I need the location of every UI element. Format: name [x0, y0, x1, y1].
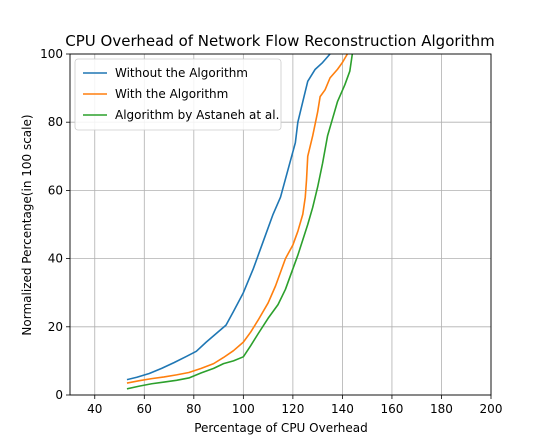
x-tick-label: 160 — [380, 402, 403, 416]
legend-entry: With the Algorithm — [115, 87, 228, 101]
plot-border — [69, 53, 492, 396]
y-tick-label: 0 — [55, 388, 63, 402]
chart-title: CPU Overhead of Network Flow Reconstruct… — [65, 32, 494, 50]
legend-entry: Algorithm by Astaneh at al. — [115, 108, 279, 122]
series-layer — [126, 53, 354, 390]
legend: Without the Algorithm With the Algorithm A… — [74, 58, 282, 131]
x-tick-label: 100 — [232, 402, 255, 416]
axes: 40 60 80 100 120 140 160 180 200 0 20 40 60 80 100 — [40, 47, 502, 416]
x-tick-label: 120 — [281, 402, 304, 416]
y-axis-label: Normalized Percentage(in 100 scale) — [20, 114, 34, 335]
series-line-2 — [126, 53, 349, 384]
x-tick-label: 200 — [480, 402, 503, 416]
series-line-3 — [126, 53, 354, 390]
x-tick-label: 80 — [186, 402, 201, 416]
x-tick-label: 40 — [87, 402, 102, 416]
y-tick-label: 100 — [40, 47, 63, 61]
y-tick-label: 60 — [48, 183, 63, 197]
x-tick-label: 180 — [430, 402, 453, 416]
y-tick-label: 20 — [48, 320, 63, 334]
y-tick-label: 40 — [48, 252, 63, 266]
legend-box — [74, 58, 282, 131]
legend-entry: Without the Algorithm — [115, 66, 248, 80]
y-tick-label: 80 — [48, 115, 63, 129]
x-axis-label: Percentage of CPU Overhead — [194, 421, 368, 435]
x-tick-label: 140 — [331, 402, 354, 416]
series-line-1 — [126, 53, 331, 381]
x-tick-label: 60 — [137, 402, 152, 416]
